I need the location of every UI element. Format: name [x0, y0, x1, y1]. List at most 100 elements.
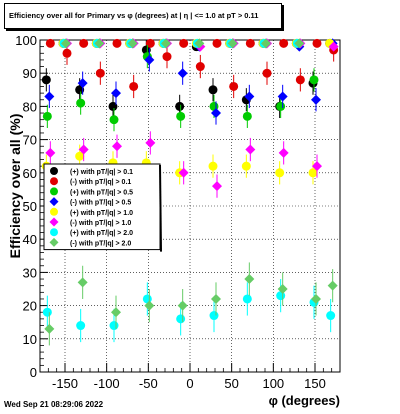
data-point	[45, 38, 55, 48]
data-point	[312, 161, 322, 172]
y-tick-label: 100	[15, 33, 37, 48]
data-point	[109, 321, 119, 331]
data-point	[295, 75, 305, 85]
legend-label: (-) with pT/|q| > 0.5	[70, 200, 131, 207]
data-point	[312, 38, 322, 48]
tick-layer: 0 10 20 30 40 50 60 70 80 90 100 -150 -100 -50 0 50 100 1…	[15, 33, 341, 391]
data-point	[76, 98, 86, 108]
data-point	[209, 311, 219, 321]
legend-marker	[49, 217, 59, 227]
data-point	[178, 167, 189, 178]
legend-label: (-) with pT/|q| > 2.0	[70, 240, 131, 247]
data-point	[44, 91, 55, 102]
data-point	[227, 38, 238, 49]
series-1	[45, 38, 339, 99]
x-tick-label: 0	[186, 376, 193, 391]
timestamp: Wed Sep 21 08:29:06 2022	[4, 400, 104, 409]
data-point	[326, 311, 336, 321]
data-point	[244, 91, 255, 102]
data-point	[294, 38, 305, 49]
y-axis-label: Efficiency over all (%)	[7, 114, 23, 259]
data-point	[145, 38, 155, 48]
data-point	[108, 101, 118, 111]
y-tick-label: 50	[23, 199, 37, 214]
data-point	[244, 274, 255, 285]
data-point	[111, 88, 121, 99]
data-point	[94, 38, 105, 49]
series-3	[44, 38, 338, 125]
data-point	[79, 38, 89, 48]
data-point	[275, 168, 285, 178]
y-tick-label: 10	[23, 332, 37, 347]
data-point	[211, 108, 221, 119]
series-4	[41, 38, 335, 185]
data-point	[144, 54, 155, 65]
x-axis-label: φ (degrees)	[269, 393, 340, 408]
data-point	[41, 75, 51, 85]
data-point	[195, 62, 205, 72]
legend-label: (+) with pT/|q| > 0.1	[70, 169, 133, 176]
data-point	[75, 151, 85, 161]
data-point	[311, 94, 321, 105]
data-point	[277, 91, 288, 102]
data-point	[208, 161, 218, 171]
mark-layer	[41, 38, 339, 346]
data-point	[161, 38, 171, 49]
y-tick-label: 80	[23, 99, 37, 114]
data-point	[112, 141, 122, 152]
y-tick-label: 60	[23, 166, 37, 181]
data-point	[229, 81, 239, 91]
data-point	[309, 75, 319, 85]
legend-marker	[50, 207, 58, 216]
x-tick-label: -150	[52, 376, 78, 391]
legend-marker	[50, 167, 58, 175]
legend-marker	[50, 187, 58, 196]
data-point	[194, 38, 205, 49]
data-point	[78, 144, 89, 155]
data-point	[279, 38, 289, 48]
data-point	[212, 38, 222, 48]
x-tick-label: -100	[94, 376, 120, 391]
data-point	[327, 280, 338, 291]
data-point	[212, 181, 222, 192]
data-point	[176, 111, 186, 121]
data-point	[45, 147, 56, 158]
data-point	[144, 300, 155, 311]
legend-marker	[49, 237, 59, 247]
data-point	[176, 314, 186, 324]
data-point	[276, 101, 286, 111]
series-2	[42, 38, 336, 132]
chart-title-box: Efficiency over all for Primary vs φ (de…	[4, 3, 282, 29]
data-point	[261, 38, 271, 49]
x-tick-label: 150	[304, 376, 326, 391]
data-point	[311, 293, 321, 304]
data-point	[278, 147, 289, 158]
data-point	[42, 111, 52, 121]
data-point	[241, 161, 251, 171]
y-tick-label: 40	[23, 232, 37, 247]
data-point	[211, 293, 221, 304]
legend-box	[43, 163, 161, 251]
legend-shadow	[159, 164, 162, 252]
data-point	[208, 85, 218, 95]
x-tick-label: 100	[262, 376, 284, 391]
legend-label: (-) with pT/|q| > 1.0	[70, 220, 131, 227]
data-point	[242, 111, 252, 121]
data-point	[61, 38, 71, 49]
data-point	[245, 144, 256, 155]
legend: (+) with pT/|q| > 0.1 (-) with pT/|q| > 0…	[43, 163, 162, 252]
data-point	[75, 85, 85, 95]
legend-marker	[49, 197, 59, 207]
y-tick-label: 0	[30, 365, 37, 380]
x-tick-label: -50	[139, 376, 158, 391]
legend-label: (-) with pT/|q| > 0.1	[70, 179, 131, 186]
data-point	[177, 300, 188, 311]
data-point	[95, 68, 105, 78]
y-tick-label: 20	[23, 299, 37, 314]
y-tick-label: 90	[23, 66, 37, 81]
data-point	[112, 38, 122, 48]
data-point	[179, 38, 189, 48]
data-point	[109, 115, 119, 125]
data-point	[308, 168, 318, 178]
